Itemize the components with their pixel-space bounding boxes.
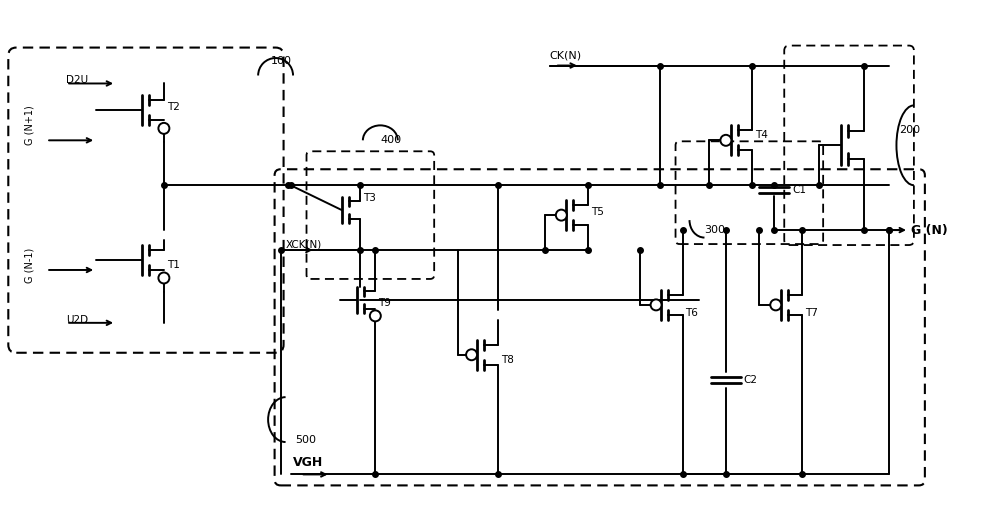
Text: 100: 100 bbox=[271, 56, 292, 66]
Circle shape bbox=[556, 209, 567, 220]
Text: T3: T3 bbox=[363, 193, 376, 203]
Text: G (N-1): G (N-1) bbox=[24, 247, 34, 282]
Circle shape bbox=[651, 299, 662, 310]
Text: 200: 200 bbox=[899, 125, 920, 135]
Text: T6: T6 bbox=[686, 308, 698, 318]
Text: U2D: U2D bbox=[66, 315, 88, 325]
Text: T5: T5 bbox=[591, 207, 604, 217]
Circle shape bbox=[158, 272, 169, 284]
Text: C1: C1 bbox=[792, 185, 806, 195]
Text: T2: T2 bbox=[167, 102, 180, 112]
Circle shape bbox=[466, 349, 477, 360]
Circle shape bbox=[770, 299, 781, 310]
Text: T9: T9 bbox=[378, 298, 391, 308]
Text: T1: T1 bbox=[167, 260, 180, 270]
Circle shape bbox=[158, 123, 169, 134]
Circle shape bbox=[370, 310, 381, 321]
Text: 300: 300 bbox=[704, 225, 725, 235]
Text: VGH: VGH bbox=[293, 456, 323, 469]
Text: 500: 500 bbox=[296, 435, 317, 445]
Text: 400: 400 bbox=[380, 135, 401, 145]
Text: CK(N): CK(N) bbox=[550, 50, 582, 60]
Text: G (N+1): G (N+1) bbox=[24, 106, 34, 145]
Text: G (N): G (N) bbox=[911, 224, 948, 237]
Text: XCK(N): XCK(N) bbox=[286, 239, 322, 249]
Text: D2U: D2U bbox=[66, 76, 88, 86]
Text: T4: T4 bbox=[755, 130, 768, 140]
Text: T8: T8 bbox=[501, 355, 514, 365]
Circle shape bbox=[720, 135, 731, 146]
Text: C2: C2 bbox=[744, 375, 758, 385]
Text: T7: T7 bbox=[805, 308, 818, 318]
